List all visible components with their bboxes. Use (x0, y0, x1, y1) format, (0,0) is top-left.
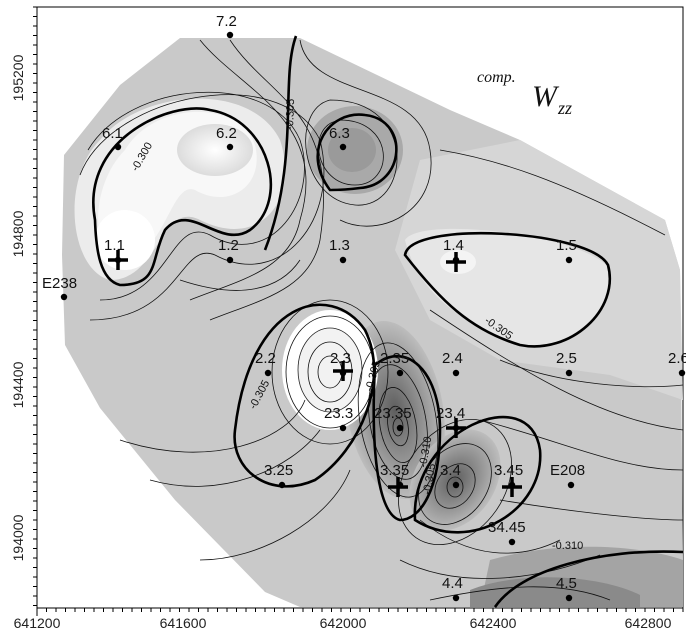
station-point: E208 (550, 462, 585, 489)
station-label: 1.3 (329, 237, 350, 254)
station-point: 2.2 (255, 350, 276, 377)
station-label: 1.2 (218, 237, 239, 254)
contour-label: -0.305 (421, 463, 438, 496)
station-label: 34.45 (488, 519, 526, 536)
x-tick-label: 642800 (625, 615, 672, 631)
station-point: 23.3 (324, 405, 353, 432)
title-superscript: comp. (477, 69, 516, 86)
station-label: 3.45 (494, 462, 523, 479)
contour-label: -0.305 (284, 99, 297, 131)
station-point: 2.4 (442, 350, 463, 377)
contour-label: -0.310 (552, 540, 583, 552)
title-main: W (532, 80, 560, 113)
station-point: 4.4 (442, 575, 463, 602)
station-point: 3.4 (440, 462, 461, 489)
station-point: 6.2 (216, 125, 237, 151)
stations: 7.2 6.1 6.2 6.3 1.1 1.2 1.3 1.4 1.5 E238… (42, 13, 686, 602)
station-label: 2.35 (380, 350, 409, 367)
station-point: 34.45 (488, 519, 526, 546)
station-point: 1.2 (218, 237, 239, 264)
station-point: 1.3 (329, 237, 350, 264)
station-label: 4.5 (556, 575, 577, 592)
station-point: 6.3 (329, 125, 350, 151)
station-label: 3.35 (380, 462, 409, 479)
x-tick-label: 641200 (14, 615, 61, 631)
station-label: 23.4 (436, 405, 465, 422)
station-label: 6.3 (329, 125, 350, 142)
station-point: 2.35 (380, 350, 409, 377)
x-tick-label: 642000 (320, 615, 367, 631)
station-label: 23.35 (374, 405, 412, 422)
station-label: 1.1 (104, 237, 125, 254)
station-label: E238 (42, 275, 77, 292)
x-tick-label: 642400 (470, 615, 517, 631)
station-point: 1.5 (556, 237, 577, 264)
station-point: 7.2 (216, 13, 237, 39)
station-label: 3.4 (440, 462, 461, 479)
map-title: comp. W zz (477, 69, 572, 118)
station-label: E208 (550, 462, 585, 479)
cross-marker-icon (446, 252, 466, 272)
cross-marker-icon (446, 418, 466, 438)
contour-label: -0.310 (417, 436, 434, 469)
x-axis-labels: 641200 641600 642000 642400 642800 (14, 615, 672, 631)
station-label: 2.6 (668, 350, 686, 367)
cross-marker-icon (388, 477, 408, 497)
y-tick-label: 194000 (10, 514, 26, 561)
station-point: 2.5 (556, 350, 577, 377)
station-point: 6.1 (102, 125, 123, 151)
station-label: 2.2 (255, 350, 276, 367)
station-point: E238 (42, 275, 77, 301)
title-subscript: zz (557, 98, 572, 118)
y-tick-label: 194400 (10, 361, 26, 408)
cross-marker-icon (502, 477, 522, 497)
station-label: 1.5 (556, 237, 577, 254)
station-point: 3.25 (264, 462, 293, 489)
station-label: 3.25 (264, 462, 293, 479)
x-tick-label: 641600 (160, 615, 207, 631)
station-label: 7.2 (216, 13, 237, 30)
station-point: 2.6 (668, 350, 686, 377)
station-label: 4.4 (442, 575, 463, 592)
cross-marker-icon (333, 361, 353, 381)
station-label: 6.1 (102, 125, 123, 142)
station-point: 4.5 (556, 575, 577, 602)
cross-markers (108, 250, 522, 497)
axis-ticks (33, 6, 684, 616)
y-tick-label: 194800 (10, 210, 26, 257)
station-label: 2.3 (330, 350, 351, 367)
bold-contours (92, 35, 684, 608)
y-axis-labels: 195200 194800 194400 194000 (10, 54, 26, 561)
station-label: 1.4 (443, 237, 464, 254)
station-label: 6.2 (216, 125, 237, 142)
cross-marker-icon (108, 250, 128, 270)
station-label: 23.3 (324, 405, 353, 422)
station-label: 2.4 (442, 350, 463, 367)
station-label: 2.5 (556, 350, 577, 367)
station-point: 23.35 (374, 405, 412, 432)
y-tick-label: 195200 (10, 54, 26, 101)
